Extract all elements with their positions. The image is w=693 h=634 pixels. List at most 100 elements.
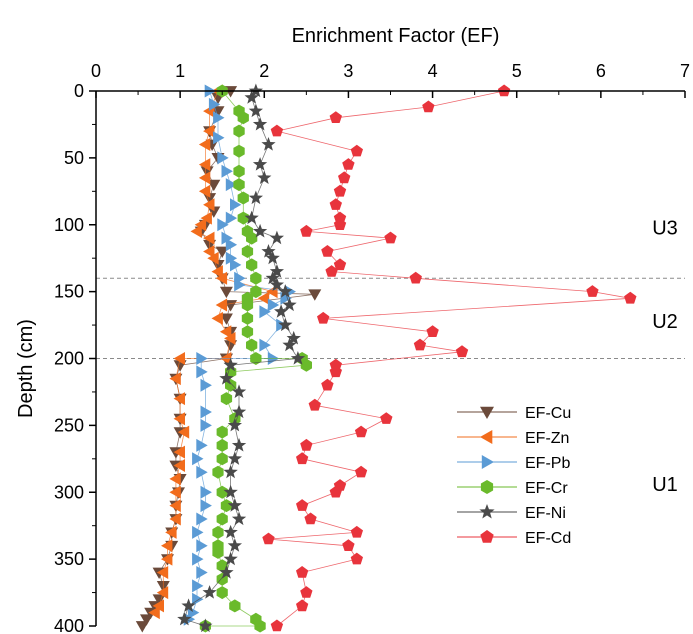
data-point-ef-zn	[161, 552, 173, 566]
data-point-ef-pb	[196, 539, 208, 553]
data-point-ef-cd	[300, 224, 313, 237]
data-point-ef-ni	[278, 284, 293, 298]
unit-labels: U3 U2 U1	[652, 217, 678, 496]
x-tick-label: 3	[343, 61, 353, 81]
legend-marker	[480, 480, 494, 494]
data-point-ef-cr	[233, 124, 245, 138]
data-point-ef-zn	[177, 425, 190, 439]
y-tick-label: 100	[54, 215, 84, 235]
data-point-ef-pb	[225, 251, 238, 265]
y-tick-label: 50	[64, 148, 84, 168]
data-point-ef-pb	[192, 452, 204, 466]
legend-marker	[481, 455, 494, 469]
data-point-ef-cd	[354, 425, 368, 438]
data-point-ef-pb	[208, 97, 221, 111]
y-ticks: 0 50 100 150 200 250 300 350 400	[54, 81, 96, 634]
data-point-ef-zn	[165, 525, 177, 539]
data-point-ef-pb	[192, 552, 204, 566]
data-point-ef-zn	[152, 599, 164, 613]
data-point-ef-pb	[230, 258, 242, 272]
data-point-ef-cd	[300, 586, 313, 598]
data-point-ef-zn	[156, 566, 169, 579]
legend-marker	[480, 406, 494, 419]
data-point-ef-ni	[252, 223, 268, 238]
data-point-ef-ni	[261, 137, 276, 151]
data-point-ef-zn	[219, 325, 232, 339]
data-point-ef-ni	[257, 170, 272, 184]
series-ef-cd	[262, 84, 637, 632]
data-point-ef-cd	[455, 345, 469, 358]
data-point-ef-cr	[212, 525, 224, 539]
legend-item-ef-cd: EF-Cd	[457, 530, 571, 547]
data-point-ef-ni	[248, 190, 263, 205]
data-point-ef-cd	[296, 452, 309, 465]
data-point-ef-cu	[207, 179, 221, 192]
y-tick-label: 350	[54, 549, 84, 569]
data-point-ef-cr	[246, 231, 258, 245]
data-point-ef-cr	[246, 338, 258, 352]
data-point-ef-cd	[296, 499, 309, 511]
data-point-ef-cd	[380, 412, 393, 424]
data-point-ef-zn	[156, 586, 169, 600]
data-point-ef-pb	[221, 231, 233, 245]
data-point-ef-pb	[225, 211, 238, 225]
data-point-ef-cu	[200, 166, 214, 178]
data-point-ef-ni	[231, 404, 247, 419]
data-point-ef-cd	[333, 218, 347, 230]
legend-marker	[480, 530, 494, 543]
data-point-ef-zn	[198, 158, 211, 172]
y-tick-label: 300	[54, 482, 84, 502]
data-point-ef-zn	[173, 352, 185, 365]
x-tick-label: 5	[512, 61, 522, 81]
data-point-ef-cu	[308, 289, 322, 301]
data-point-ef-pb	[221, 164, 233, 178]
data-point-ef-cu	[152, 594, 166, 606]
data-point-ef-zn	[190, 224, 202, 238]
data-point-ef-ni	[274, 304, 289, 318]
legend-marker	[479, 504, 495, 519]
data-point-ef-pb	[225, 178, 238, 192]
data-point-ef-cr	[241, 245, 254, 258]
data-point-ef-ni	[269, 230, 284, 245]
data-point-ef-cr	[241, 298, 254, 312]
data-point-ef-ni	[269, 277, 284, 291]
data-point-ef-cr	[233, 144, 245, 158]
data-point-ef-cd	[329, 358, 342, 371]
series-ef-zn	[148, 84, 278, 620]
data-point-ef-cr	[300, 358, 312, 372]
data-point-ef-zn	[215, 271, 228, 285]
data-point-ef-zn	[173, 445, 185, 459]
data-point-ef-zn	[257, 291, 270, 305]
data-point-ef-pb	[192, 592, 204, 606]
data-point-ef-cu	[219, 313, 233, 325]
y-tick-label: 200	[54, 349, 84, 369]
data-point-ef-cr	[212, 545, 224, 559]
data-point-ef-cr	[250, 352, 262, 365]
data-point-ef-cd	[308, 398, 321, 411]
data-point-ef-pb	[213, 111, 225, 125]
legend-label: EF-Pb	[525, 455, 570, 472]
legend: EF-Cu EF-Zn EF-Pb EF-Cr EF-Ni EF-Cd	[457, 405, 571, 547]
legend-label: EF-Zn	[525, 430, 569, 447]
data-point-ef-cd	[300, 438, 313, 451]
data-point-ef-zn	[224, 331, 236, 345]
data-point-ef-zn	[198, 184, 211, 198]
data-point-ef-zn	[203, 231, 215, 245]
data-point-ef-cr	[241, 311, 254, 325]
data-point-ef-cr	[246, 258, 258, 272]
data-point-ef-pb	[192, 579, 204, 593]
data-point-ef-pb	[225, 238, 238, 252]
data-point-ef-ni	[231, 511, 247, 526]
data-point-ef-cr	[250, 285, 262, 299]
data-point-ef-ni	[223, 464, 238, 479]
data-point-ef-cd	[270, 124, 284, 137]
data-point-ef-zn	[169, 499, 181, 513]
data-point-ef-cr	[212, 465, 224, 479]
y-tick-label: 150	[54, 282, 84, 302]
y-tick-label: 250	[54, 415, 84, 435]
x-tick-label: 0	[91, 61, 101, 81]
data-point-ef-ni	[231, 437, 247, 452]
data-point-ef-cd	[325, 265, 338, 277]
data-point-ef-cd	[317, 311, 330, 324]
